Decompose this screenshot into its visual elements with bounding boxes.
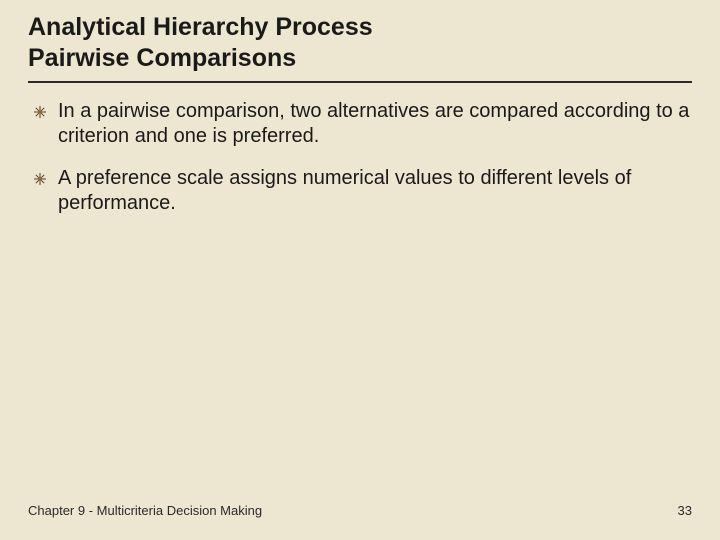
title-divider	[28, 81, 692, 83]
bullet-text: A preference scale assigns numerical val…	[58, 166, 692, 217]
bullet-list: In a pairwise comparison, two alternativ…	[28, 99, 692, 217]
starburst-icon	[34, 172, 46, 184]
starburst-icon	[34, 105, 46, 117]
slide: Analytical Hierarchy Process Pairwise Co…	[0, 0, 720, 540]
footer: Chapter 9 - Multicriteria Decision Makin…	[28, 503, 692, 518]
title-line-2: Pairwise Comparisons	[28, 43, 692, 74]
page-number: 33	[678, 503, 692, 518]
title-block: Analytical Hierarchy Process Pairwise Co…	[28, 12, 692, 75]
bullet-text: In a pairwise comparison, two alternativ…	[58, 99, 692, 150]
list-item: A preference scale assigns numerical val…	[34, 166, 692, 217]
title-line-1: Analytical Hierarchy Process	[28, 12, 692, 43]
list-item: In a pairwise comparison, two alternativ…	[34, 99, 692, 150]
footer-chapter: Chapter 9 - Multicriteria Decision Makin…	[28, 503, 262, 518]
